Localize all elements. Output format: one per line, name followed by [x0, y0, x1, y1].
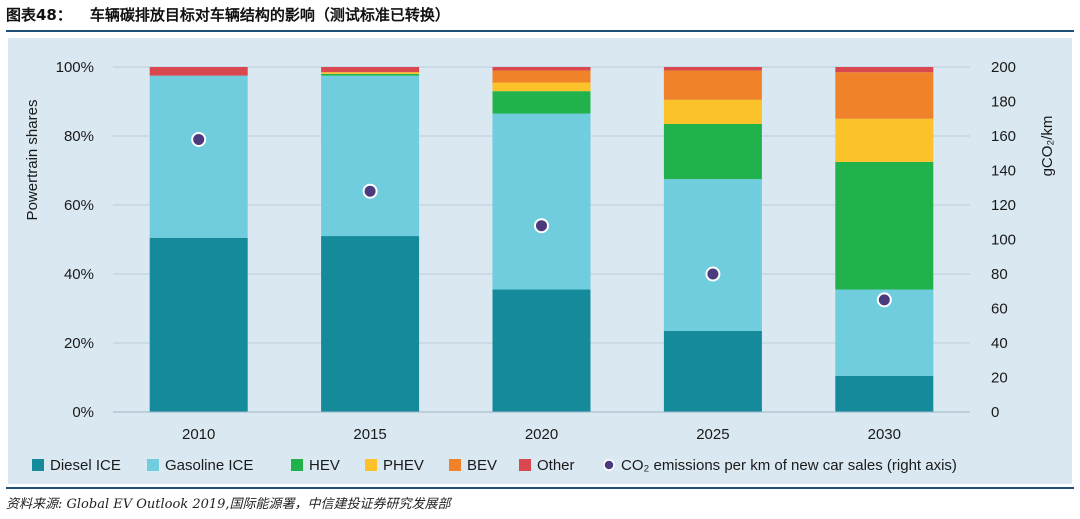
bar-segment — [835, 72, 934, 119]
bar-segment — [321, 73, 420, 76]
bar-segment — [835, 67, 934, 73]
legend-hev-swatch — [291, 459, 303, 471]
y-tick-label: 20% — [64, 335, 94, 352]
bar-segment — [663, 99, 762, 124]
y-tick-label: 100% — [56, 59, 94, 76]
bar-segment — [663, 67, 762, 71]
y2-tick-label: 140 — [991, 163, 1016, 180]
y2-tick-label: 40 — [991, 335, 1008, 352]
bar-segment — [321, 236, 420, 412]
bar-segment — [663, 70, 762, 100]
legend-other-label: Other — [537, 457, 575, 474]
bar-segment — [663, 179, 762, 331]
legend-co2-label: CO₂ emissions per km of new car sales (r… — [621, 457, 957, 474]
figure-title: 图表48： 车辆碳排放目标对车辆结构的影响（测试标准已转换） — [6, 2, 450, 28]
y-tick-label: 60% — [64, 197, 94, 214]
y2-tick-label: 20 — [991, 370, 1008, 387]
bar-segment — [149, 75, 248, 238]
bar-segment — [321, 75, 420, 237]
legend-phev-label: PHEV — [383, 457, 424, 474]
source-rule — [6, 487, 1074, 489]
y2-tick-label: 180 — [991, 94, 1016, 111]
co2-marker — [191, 131, 207, 147]
y2-axis-label: gCO₂/km — [1039, 116, 1056, 177]
y-axis-label: Powertrain shares — [24, 100, 41, 221]
figure-number: 图表48： — [6, 6, 72, 24]
bar-segment — [492, 67, 591, 71]
legend-gasoline-swatch — [147, 459, 159, 471]
y-tick-label: 40% — [64, 266, 94, 283]
legend-phev-swatch — [365, 459, 377, 471]
legend-gasoline-label: Gasoline ICE — [165, 457, 253, 474]
title-rule — [6, 30, 1074, 32]
legend-diesel-label: Diesel ICE — [50, 457, 121, 474]
bar-segment — [492, 289, 591, 412]
legend-diesel-swatch — [32, 459, 44, 471]
y-tick-label: 80% — [64, 128, 94, 145]
legend-hev-label: HEV — [309, 457, 340, 474]
bar-segment — [149, 237, 248, 412]
bar-segment — [492, 82, 591, 92]
legend-other-swatch — [519, 459, 531, 471]
y2-tick-label: 60 — [991, 301, 1008, 318]
figure-title-text: 车辆碳排放目标对车辆结构的影响（测试标准已转换） — [89, 6, 450, 24]
bar-segment — [492, 91, 591, 114]
co2-marker — [362, 183, 378, 199]
source-note: 资料来源: Global EV Outlook 2019,国际能源署，中信建投证… — [6, 497, 451, 512]
legend-bev-label: BEV — [467, 457, 497, 474]
x-tick-label: 2025 — [696, 426, 729, 443]
bar-segment — [492, 70, 591, 83]
legend-co2-swatch — [603, 459, 615, 471]
y2-tick-label: 100 — [991, 232, 1016, 249]
x-tick-label: 2015 — [353, 426, 386, 443]
co2-marker — [876, 292, 892, 308]
bar-segment — [663, 123, 762, 180]
x-tick-label: 2030 — [868, 426, 901, 443]
y2-tick-label: 0 — [991, 404, 999, 421]
x-tick-label: 2010 — [182, 426, 215, 443]
y2-tick-label: 120 — [991, 197, 1016, 214]
co2-marker — [705, 266, 721, 282]
bar-segment — [492, 113, 591, 290]
bar-segment — [835, 161, 934, 290]
x-tick-label: 2020 — [525, 426, 558, 443]
bar-segment — [835, 118, 934, 162]
co2-marker — [534, 218, 549, 234]
legend-bev-swatch — [449, 459, 461, 471]
bar-segment — [835, 375, 934, 412]
y-tick-label: 0% — [72, 404, 94, 421]
bar-segment — [663, 330, 762, 412]
bar-segment — [149, 67, 248, 76]
y2-tick-label: 80 — [991, 266, 1008, 283]
y2-tick-label: 160 — [991, 128, 1016, 145]
y2-tick-label: 200 — [991, 59, 1016, 76]
bar-segment — [321, 72, 420, 74]
bar-segment — [321, 67, 420, 73]
